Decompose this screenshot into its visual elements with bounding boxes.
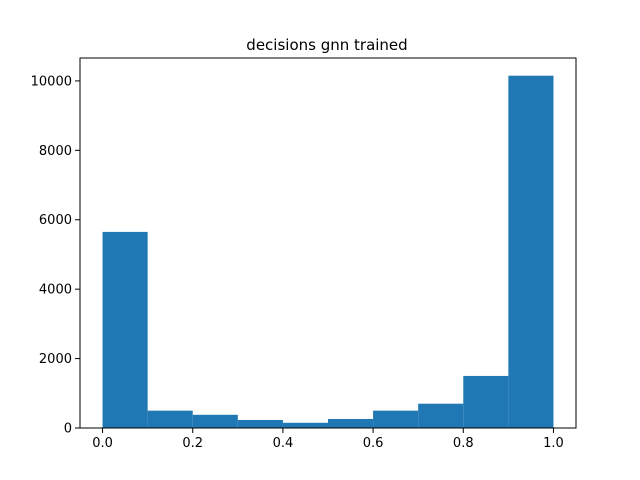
x-tick-label: 0.2 [182, 436, 203, 451]
y-tick-label: 6000 [39, 213, 72, 228]
axes-frame [79, 57, 577, 429]
histogram-bar [463, 375, 509, 428]
histogram-bar [102, 231, 148, 428]
histogram-bar [192, 414, 238, 428]
histogram-bar [373, 410, 419, 428]
histogram-bar [328, 418, 374, 428]
histogram-bar [282, 422, 328, 428]
x-tick-label: 0.4 [273, 436, 294, 451]
y-axis: 0 2000 4000 6000 8000 10000 [31, 74, 80, 437]
bars-group [102, 75, 554, 428]
y-tick-label: 10000 [31, 74, 72, 89]
y-tick-label: 0 [64, 422, 72, 437]
histogram-bar [147, 410, 193, 428]
histogram-bar [237, 420, 283, 428]
chart-title: decisions gnn trained [246, 36, 407, 54]
y-tick-label: 4000 [39, 283, 72, 298]
y-tick-label: 8000 [39, 144, 72, 159]
x-tick-label: 0.8 [453, 436, 474, 451]
x-tick-label: 0.6 [363, 436, 384, 451]
y-tick-label: 2000 [39, 352, 72, 367]
x-axis: 0.0 0.2 0.4 0.6 0.8 1.0 [92, 428, 564, 451]
x-tick-label: 1.0 [543, 436, 564, 451]
histogram-bar [508, 75, 554, 428]
x-tick-label: 0.0 [92, 436, 113, 451]
histogram-bar [418, 403, 464, 428]
